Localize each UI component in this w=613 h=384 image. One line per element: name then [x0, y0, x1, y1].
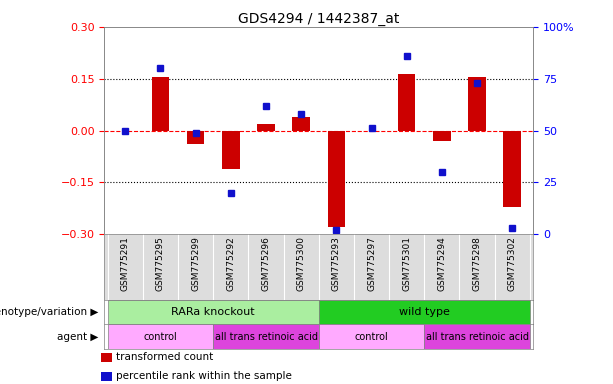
Text: GSM775293: GSM775293: [332, 236, 341, 291]
Text: GSM775300: GSM775300: [297, 236, 306, 291]
Text: GSM775294: GSM775294: [437, 236, 446, 291]
Bar: [468, 77, 486, 131]
Text: control: control: [143, 332, 177, 342]
Bar: [319, 324, 424, 349]
Bar: [433, 131, 451, 141]
Bar: [503, 131, 521, 207]
Bar: [101, 372, 112, 381]
Text: GSM775296: GSM775296: [262, 236, 270, 291]
Bar: [108, 324, 213, 349]
Text: wild type: wild type: [399, 307, 450, 317]
Text: GSM775291: GSM775291: [121, 236, 130, 291]
Title: GDS4294 / 1442387_at: GDS4294 / 1442387_at: [238, 12, 400, 26]
Bar: [398, 73, 416, 131]
Text: GSM775297: GSM775297: [367, 236, 376, 291]
Text: GSM775298: GSM775298: [473, 236, 482, 291]
Bar: [151, 77, 169, 131]
Bar: [187, 131, 205, 144]
Text: agent ▶: agent ▶: [57, 332, 98, 342]
Text: transformed count: transformed count: [116, 353, 213, 362]
Bar: [213, 324, 319, 349]
Bar: [108, 300, 319, 324]
Bar: [319, 300, 530, 324]
Bar: [257, 124, 275, 131]
Text: GSM775301: GSM775301: [402, 236, 411, 291]
Text: GSM775302: GSM775302: [508, 236, 517, 291]
Text: genotype/variation ▶: genotype/variation ▶: [0, 307, 98, 317]
Text: percentile rank within the sample: percentile rank within the sample: [116, 371, 292, 381]
Bar: [222, 131, 240, 169]
Bar: [101, 353, 112, 362]
Bar: [292, 117, 310, 131]
Text: all trans retinoic acid: all trans retinoic acid: [215, 332, 318, 342]
Text: GSM775295: GSM775295: [156, 236, 165, 291]
Text: GSM775299: GSM775299: [191, 236, 200, 291]
Text: all trans retinoic acid: all trans retinoic acid: [425, 332, 528, 342]
Text: GSM775292: GSM775292: [226, 236, 235, 291]
Text: RARa knockout: RARa knockout: [172, 307, 255, 317]
Text: control: control: [355, 332, 389, 342]
Bar: [424, 324, 530, 349]
Bar: [327, 131, 345, 227]
